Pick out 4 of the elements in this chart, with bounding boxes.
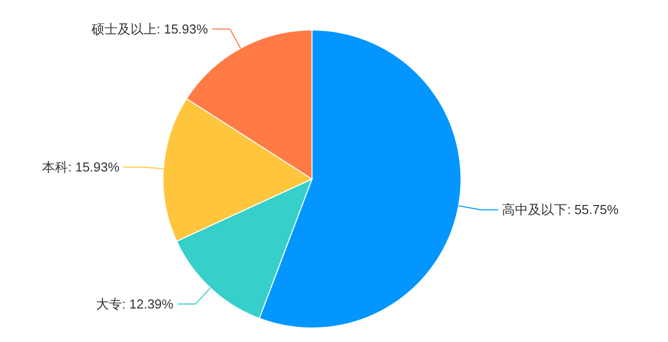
slice-label: 硕士及以上: 15.93% [90,21,208,36]
slice-label: 大专: 12.39% [96,296,174,312]
slice-label: 高中及以下: 55.75% [502,202,619,218]
slice-label: 本科: 15.93% [42,160,120,175]
